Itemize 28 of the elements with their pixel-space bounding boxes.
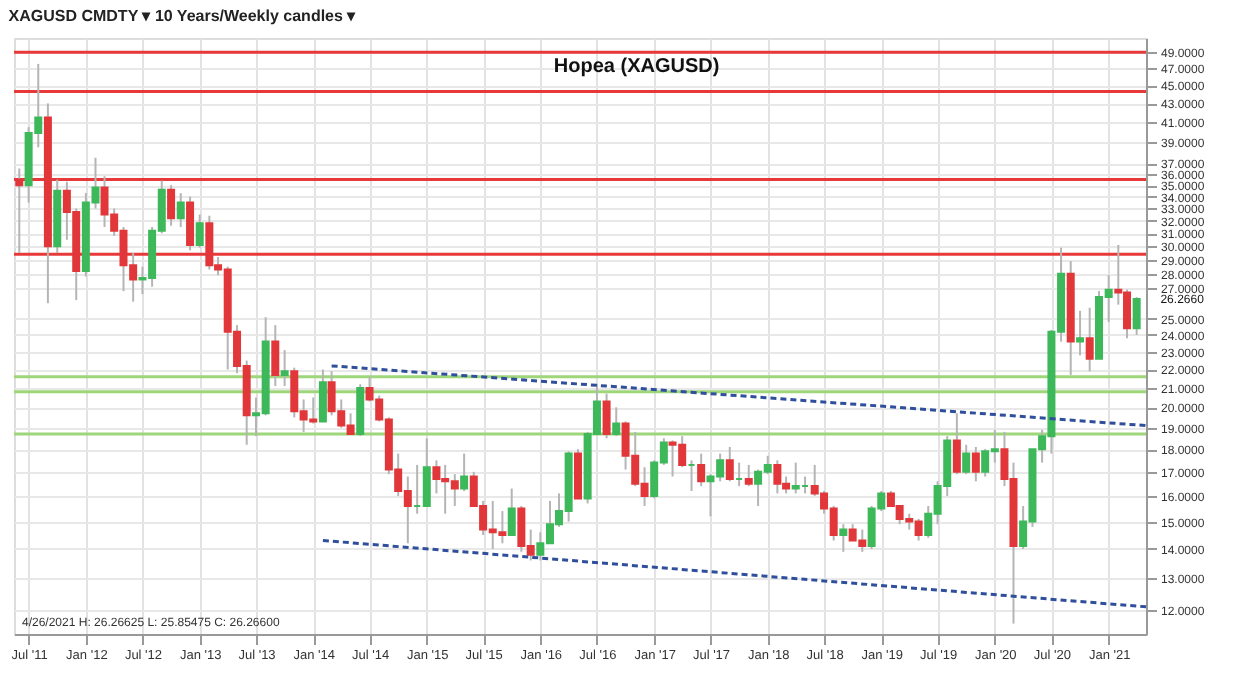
candlestick <box>356 383 365 438</box>
text: Hopea (XAGUSD) <box>553 56 720 78</box>
candlestick <box>744 463 753 488</box>
candlestick <box>280 349 289 388</box>
candlestick <box>952 412 961 476</box>
candlestick <box>612 406 621 438</box>
candlestick <box>271 324 280 388</box>
candlestick <box>432 459 441 495</box>
candlestick <box>422 437 431 507</box>
candlestick <box>602 392 611 440</box>
candlestick <box>1076 309 1085 357</box>
candlestick <box>318 368 327 423</box>
candlestick <box>195 213 204 249</box>
candlestick <box>697 452 706 488</box>
candlestick <box>962 443 971 476</box>
candlestick <box>839 523 848 553</box>
candlestick <box>1132 296 1141 336</box>
candlestick <box>507 487 516 536</box>
candlestick <box>167 184 176 227</box>
candlestick <box>773 459 782 495</box>
candlestick <box>971 445 980 483</box>
candlestick <box>725 445 734 483</box>
candlestick <box>460 452 469 492</box>
candlestick <box>791 461 800 495</box>
candlestick <box>176 192 185 228</box>
chart-subtitle: XAGUSD CMDTY ▾ 10 Years/Weekly candles ▾ <box>8 6 358 25</box>
candlestick <box>1085 306 1094 373</box>
candlestick <box>573 448 582 500</box>
